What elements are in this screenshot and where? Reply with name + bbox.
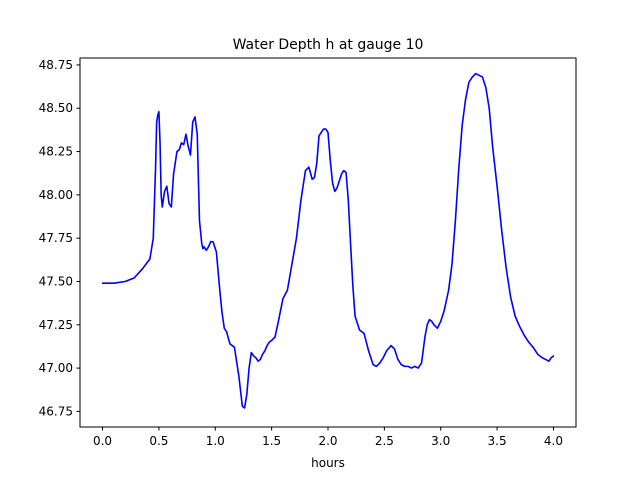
chart-title: Water Depth h at gauge 10 — [233, 37, 424, 53]
y-tick-label: 48.00 — [39, 188, 73, 202]
y-tick-label: 47.00 — [39, 361, 73, 375]
plot-area — [101, 72, 555, 409]
y-tick-label: 48.75 — [39, 58, 73, 72]
x-tick-label: 1.5 — [262, 434, 281, 448]
x-axis: 0.0 0.5 1.0 1.5 2.0 2.5 3.0 3.5 4.0 — [93, 427, 563, 448]
x-tick-label: 2.5 — [375, 434, 394, 448]
x-tick-label: 1.0 — [206, 434, 225, 448]
x-tick-label: 3.5 — [488, 434, 507, 448]
y-tick-label: 47.75 — [39, 231, 73, 245]
x-tick-label: 0.0 — [93, 434, 112, 448]
y-axis: 46.75 47.00 47.25 47.50 47.75 48.00 48.25 48.50… — [39, 58, 80, 418]
x-tick-label: 3.0 — [431, 434, 450, 448]
plot-frame — [79, 57, 577, 428]
y-tick-label: 48.50 — [39, 101, 73, 115]
y-tick-label: 47.25 — [39, 318, 73, 332]
x-tick-label: 4.0 — [544, 434, 563, 448]
x-tick-label: 0.5 — [149, 434, 168, 448]
series-line — [101, 72, 555, 409]
y-tick-label: 48.25 — [39, 145, 73, 159]
y-tick-label: 46.75 — [39, 404, 73, 418]
x-tick-label: 2.0 — [318, 434, 337, 448]
x-axis-label: hours — [311, 456, 345, 470]
y-tick-label: 47.50 — [39, 274, 73, 288]
